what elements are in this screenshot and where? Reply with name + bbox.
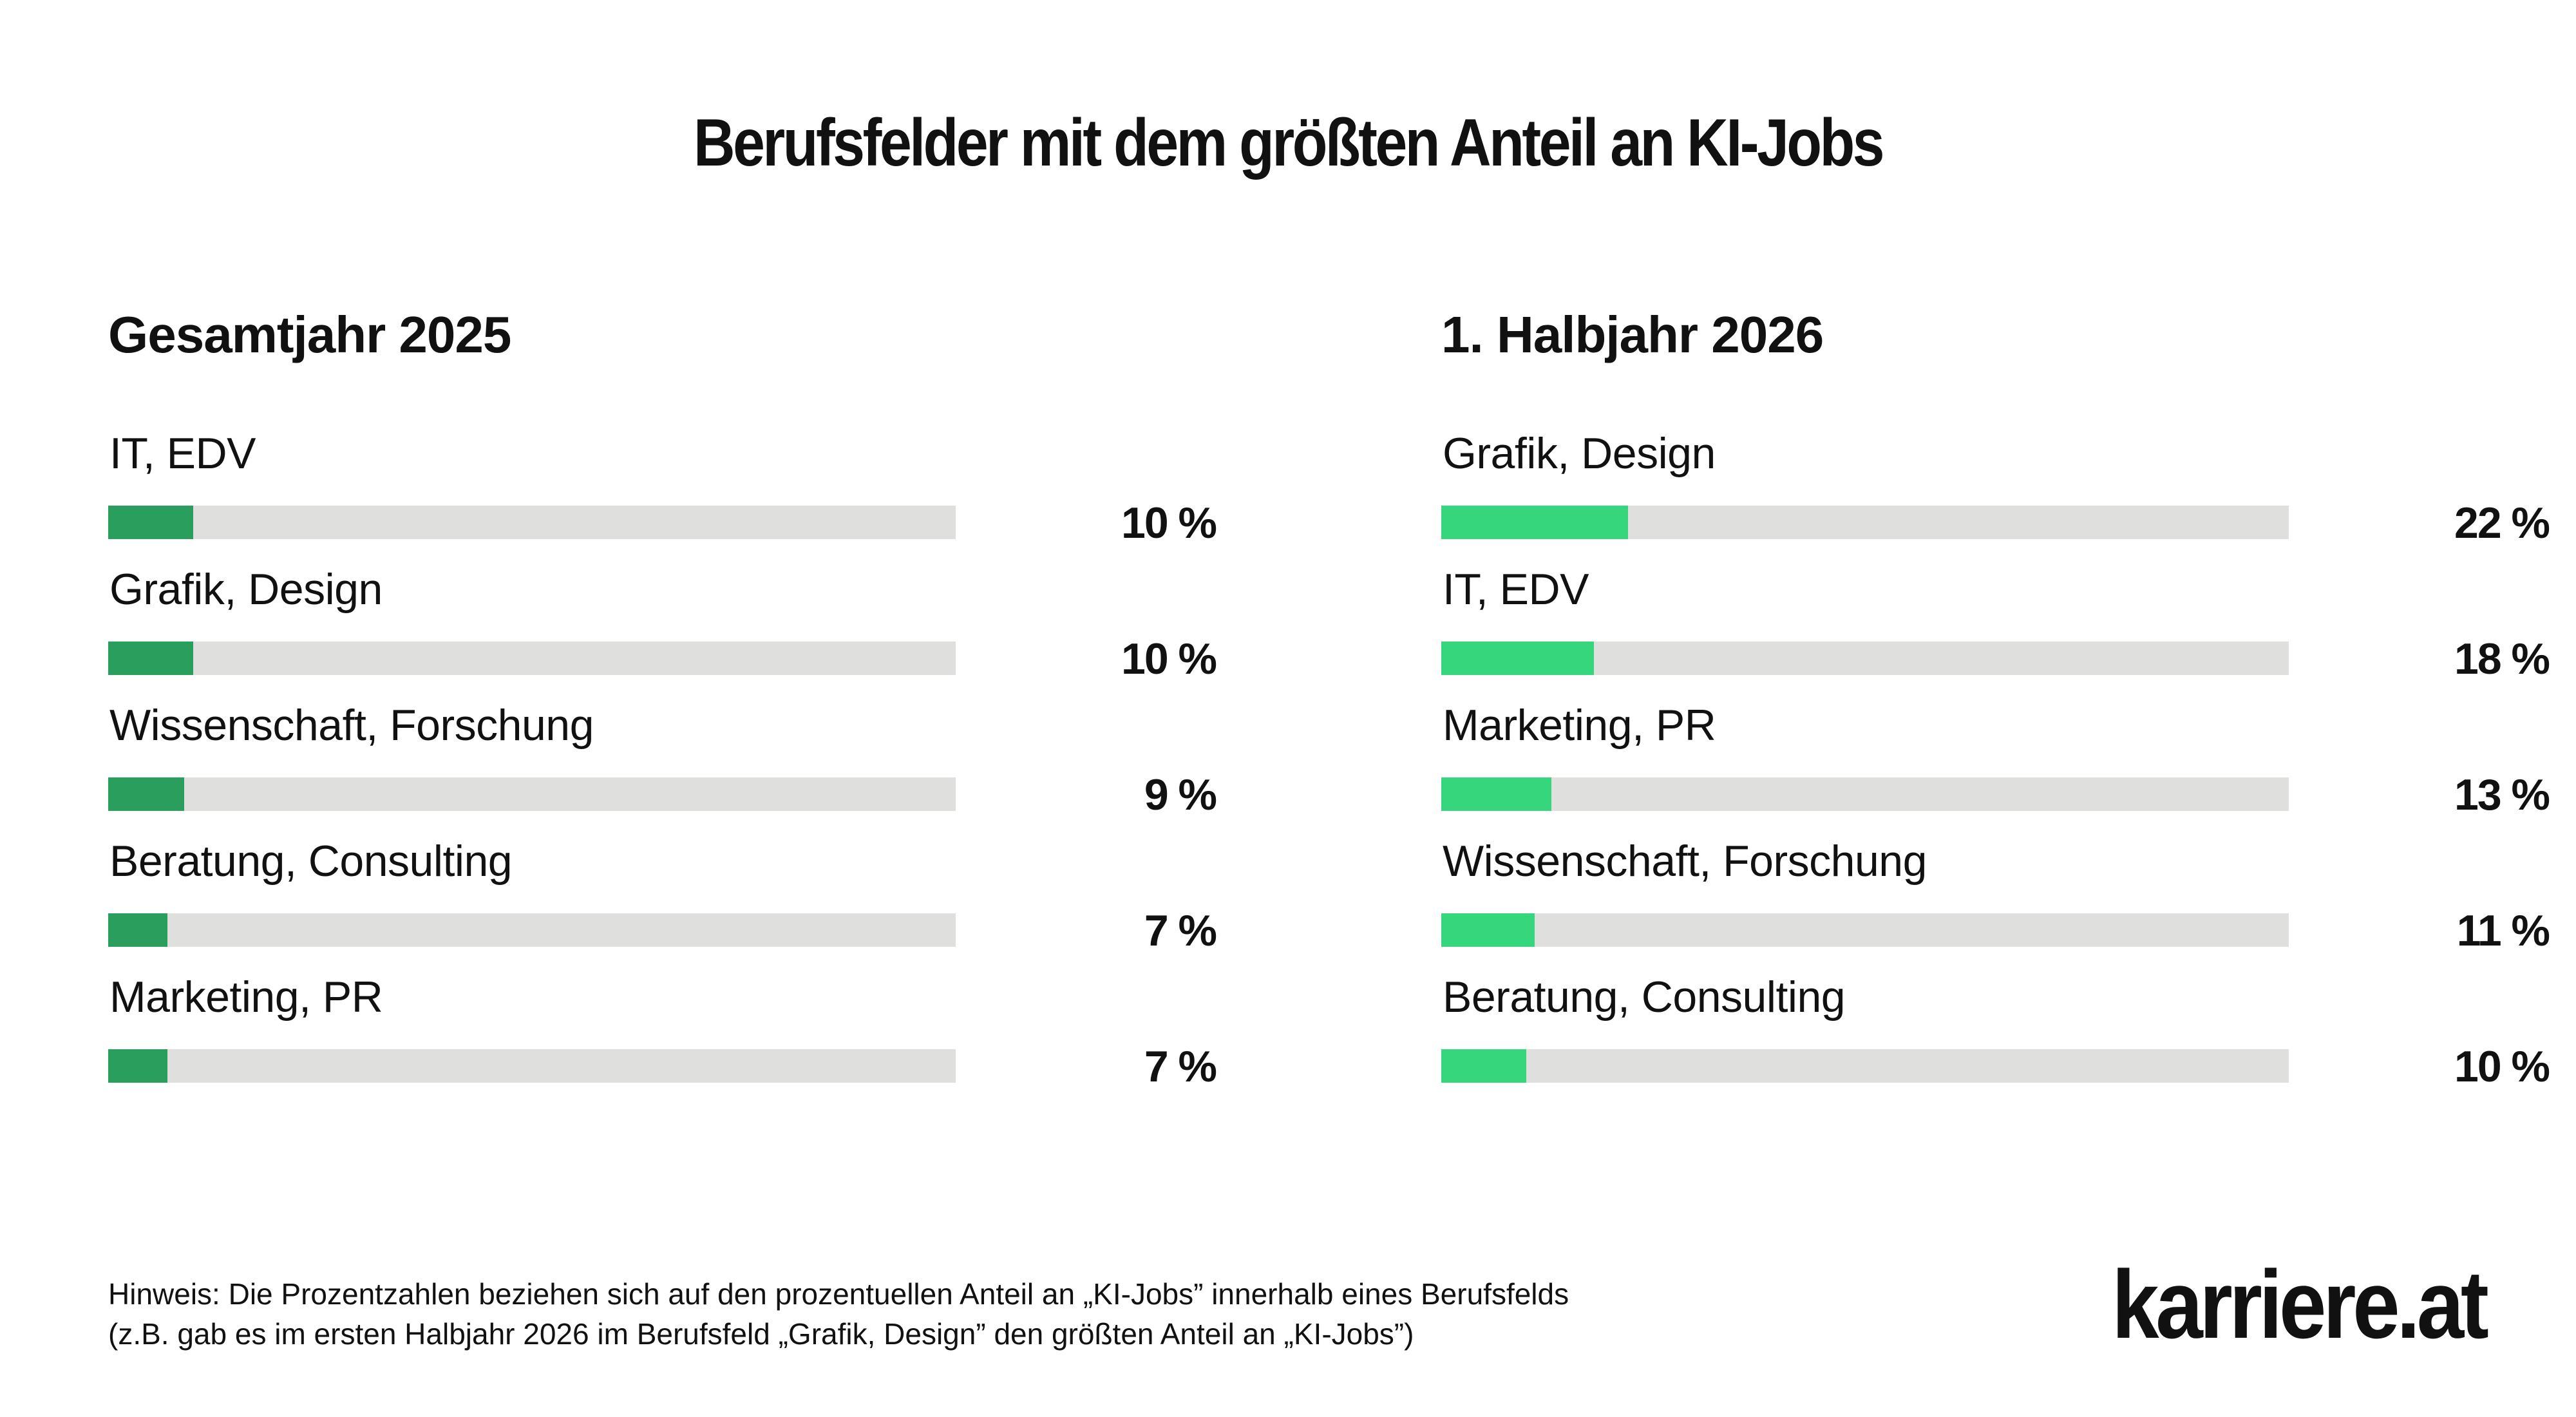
bar-label: Wissenschaft, Forschung — [109, 701, 594, 750]
bar-row: Grafik, Design 22 % — [1441, 429, 2550, 567]
bar-fill — [108, 1049, 168, 1083]
bar-row: Grafik, Design 10 % — [108, 565, 1217, 703]
bar-fill — [1441, 642, 1594, 675]
bar-value-label: 10 % — [2454, 1042, 2550, 1091]
bar-track — [108, 506, 956, 539]
bar-row: Marketing, PR 7 % — [108, 973, 1217, 1111]
bar-row: IT, EDV 18 % — [1441, 565, 2550, 703]
bar-row: Marketing, PR 13 % — [1441, 701, 2550, 839]
bar-value-label: 13 % — [2454, 770, 2550, 819]
bar-fill — [1441, 777, 1552, 811]
bar-track — [108, 913, 956, 947]
bar-label: IT, EDV — [109, 429, 256, 478]
bar-fill — [1441, 1049, 1526, 1083]
bar-value-label: 10 % — [1121, 634, 1217, 683]
bar-row: Beratung, Consulting 10 % — [1441, 973, 2550, 1111]
bar-label: IT, EDV — [1443, 565, 1589, 614]
bar-fill — [1441, 913, 1535, 947]
bar-track — [108, 642, 956, 675]
bar-fill — [108, 506, 193, 539]
bar-label: Beratung, Consulting — [109, 837, 513, 886]
bar-label: Beratung, Consulting — [1443, 973, 1846, 1022]
bar-value-label: 18 % — [2454, 634, 2550, 683]
bar-value-label: 10 % — [1121, 499, 1217, 547]
bar-track — [1441, 1049, 2289, 1083]
panel-title: 1. Halbjahr 2026 — [1441, 306, 1824, 363]
panel-title: Gesamtjahr 2025 — [108, 306, 511, 363]
panel-halbjahr-2026: 1. Halbjahr 2026 Grafik, Design 22 % IT, E… — [1441, 306, 2550, 1111]
bar-fill — [1441, 506, 1628, 539]
bar-row: IT, EDV 10 % — [108, 429, 1217, 567]
footnote-line: (z.B. gab es im ersten Halbjahr 2026 im … — [108, 1317, 1414, 1351]
bar-track — [108, 777, 956, 811]
brand-logo: karriere.at — [2112, 1250, 2490, 1358]
bar-fill — [108, 777, 185, 811]
bar-row: Wissenschaft, Forschung 11 % — [1441, 837, 2550, 975]
bar-track — [1441, 642, 2289, 675]
bar-label: Wissenschaft, Forschung — [1443, 837, 1927, 886]
footnote-line: Hinweis: Die Prozentzahlen beziehen sich… — [108, 1277, 1569, 1311]
bar-track — [1441, 913, 2289, 947]
bar-label: Marketing, PR — [109, 973, 383, 1022]
bar-list: Grafik, Design 22 % IT, EDV 18 % Marketing, … — [1441, 429, 2550, 1111]
bar-value-label: 7 % — [1144, 906, 1217, 955]
bar-row: Beratung, Consulting 7 % — [108, 837, 1217, 975]
bar-value-label: 22 % — [2454, 499, 2550, 547]
bar-fill — [108, 913, 168, 947]
bar-track — [1441, 506, 2289, 539]
chart-title: Berufsfelder mit dem größten Anteil an K… — [693, 106, 1885, 180]
bar-label: Marketing, PR — [1443, 701, 1716, 750]
bar-list: IT, EDV 10 % Grafik, Design 10 % Wissenschaf… — [108, 429, 1217, 1111]
bar-row: Wissenschaft, Forschung 9 % — [108, 701, 1217, 839]
panel-gesamtjahr-2025: Gesamtjahr 2025 IT, EDV 10 % Grafik, Desig… — [108, 306, 1217, 1111]
footnote: Hinweis: Die Prozentzahlen beziehen sich… — [108, 1274, 1569, 1354]
bar-value-label: 9 % — [1144, 770, 1217, 819]
bar-label: Grafik, Design — [1443, 429, 1716, 478]
bar-value-label: 11 % — [2456, 906, 2550, 955]
bar-track — [108, 1049, 956, 1083]
bar-value-label: 7 % — [1144, 1042, 1217, 1091]
bar-label: Grafik, Design — [109, 565, 383, 614]
bar-fill — [108, 642, 193, 675]
bar-track — [1441, 777, 2289, 811]
